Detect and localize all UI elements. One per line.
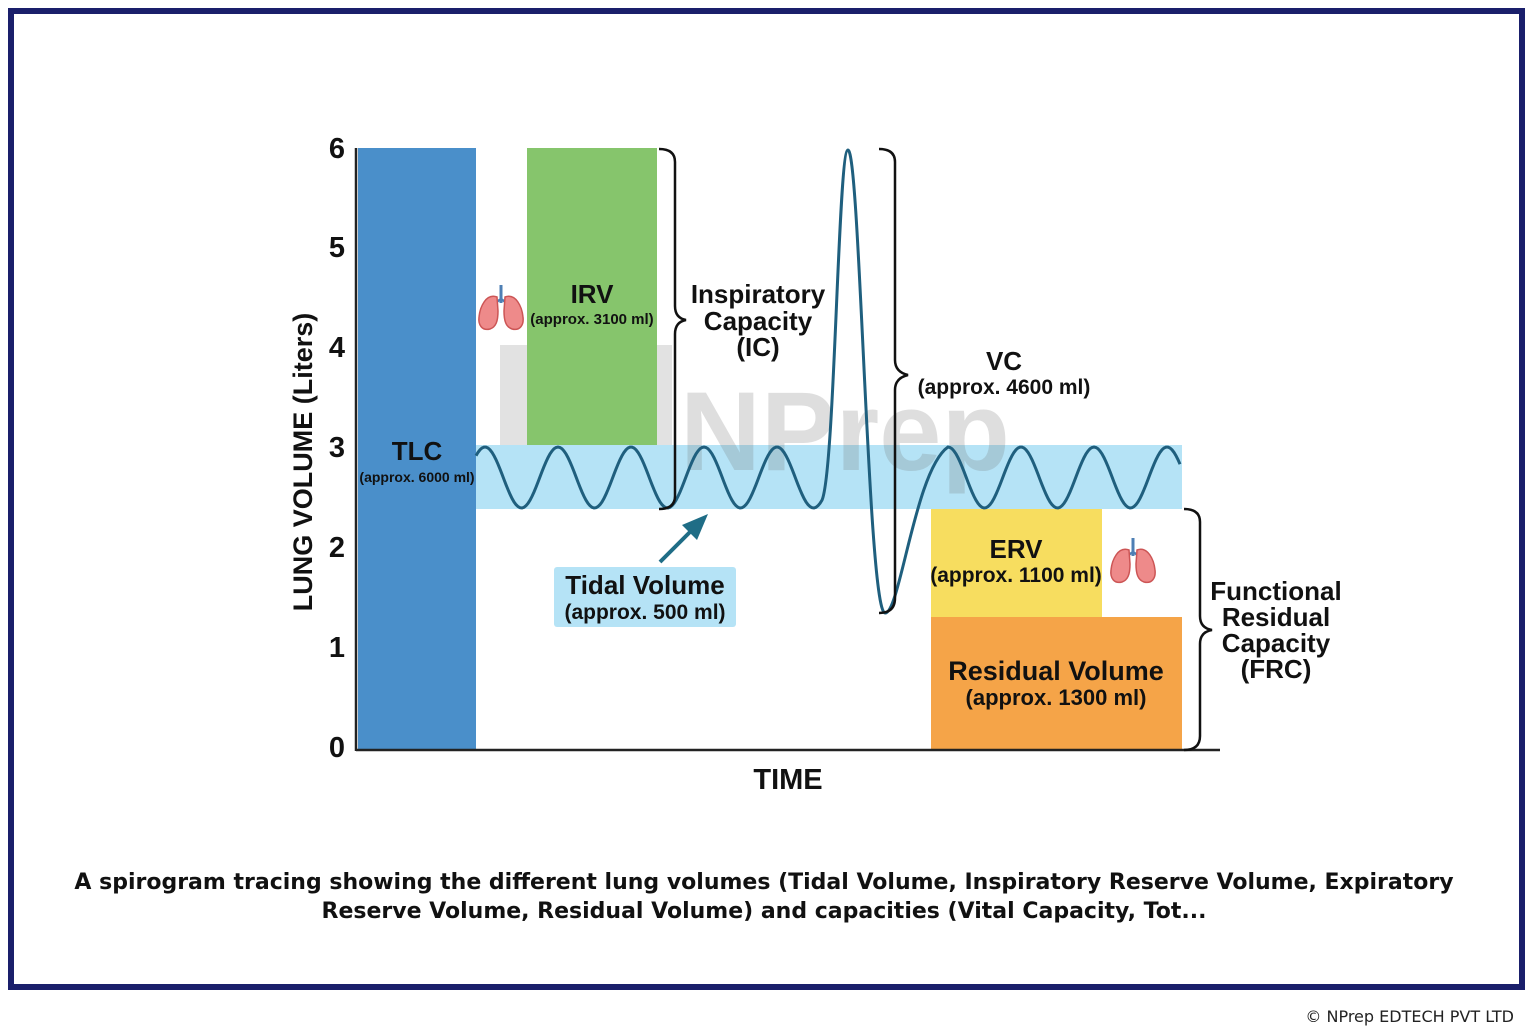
erv-label: ERV xyxy=(990,534,1044,564)
ic-label-line2: Capacity xyxy=(704,306,813,336)
frc-label-line3: Capacity xyxy=(1222,628,1331,658)
rv-sub: (approx. 1300 ml) xyxy=(966,685,1147,710)
lungs-icon xyxy=(1110,538,1156,584)
frc-label-line1: Functional xyxy=(1210,576,1341,606)
vc-sub: (approx. 4600 ml) xyxy=(918,376,1091,399)
tlc-bar xyxy=(358,148,476,750)
y-tick-2: 2 xyxy=(329,532,345,564)
ic-label-line3: (IC) xyxy=(736,332,779,362)
tlc-sub: (approx. 6000 ml) xyxy=(359,469,474,485)
tidal-arrow-head xyxy=(682,514,708,540)
erv-sub: (approx. 1100 ml) xyxy=(930,564,1102,587)
watermark-text: NPrep xyxy=(680,369,1010,494)
tidal-label: Tidal Volume xyxy=(565,570,724,600)
vc-label: VC xyxy=(986,346,1022,376)
tlc-label: TLC xyxy=(392,436,443,466)
frc-label-line4: (FRC) xyxy=(1241,654,1312,684)
frc-label-line2: Residual xyxy=(1222,602,1330,632)
ic-label-line1: Inspiratory xyxy=(691,279,826,309)
tidal-arrow xyxy=(658,526,696,564)
y-tick-4: 4 xyxy=(329,332,345,364)
tidal-sub: (approx. 500 ml) xyxy=(564,601,725,624)
lungs-icon xyxy=(478,285,524,331)
irv-sub: (approx. 3100 ml) xyxy=(530,311,653,328)
rv-label: Residual Volume xyxy=(948,656,1164,686)
figure-caption: A spirogram tracing showing the differen… xyxy=(74,870,1454,924)
frc-brace xyxy=(1183,507,1213,752)
copyright-notice: © NPrep EDTECH PVT LTD xyxy=(1305,1007,1514,1026)
rv-bar xyxy=(931,617,1182,750)
x-axis-label: TIME xyxy=(753,764,822,796)
irv-label: IRV xyxy=(571,279,615,309)
vc-brace xyxy=(878,147,909,615)
y-tick-5: 5 xyxy=(329,232,345,264)
y-tick-6: 6 xyxy=(329,133,345,165)
irv-bar xyxy=(527,148,657,445)
erv-bar xyxy=(931,509,1102,617)
tidal-label-box xyxy=(554,567,736,627)
spirogram-trace xyxy=(474,148,1182,615)
y-tick-0: 0 xyxy=(329,732,345,764)
y-axis-label: LUNG VOLUME (Liters) xyxy=(288,313,318,612)
ic-brace xyxy=(658,147,687,511)
y-tick-1: 1 xyxy=(329,632,345,664)
y-tick-3: 3 xyxy=(329,432,345,464)
